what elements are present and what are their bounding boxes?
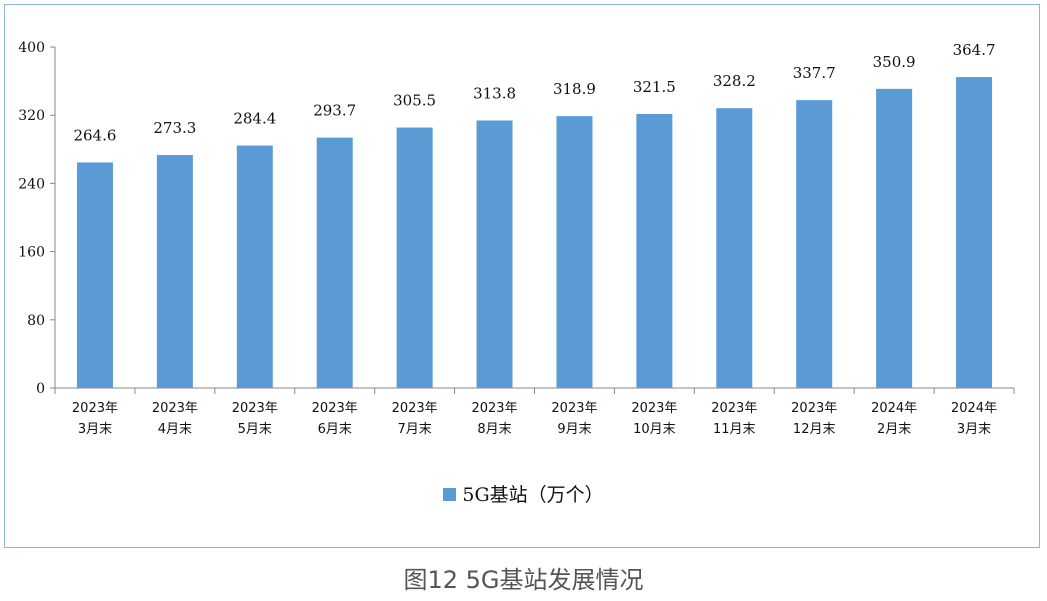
bar <box>716 108 753 388</box>
axes: 0 80 160 240 320 400 <box>18 40 1015 397</box>
y-tick-label: 400 <box>18 40 45 56</box>
x-tick-label: 3月末 <box>78 422 112 437</box>
bar <box>76 162 113 388</box>
data-label: 364.7 <box>953 41 996 59</box>
x-tick-label: 2月末 <box>877 422 911 437</box>
bar <box>876 88 913 388</box>
y-tick-label: 240 <box>18 176 45 192</box>
data-label: 350.9 <box>873 53 916 71</box>
labels: 264.6 2023年 3月末 273.3 2023年 4月末 284.4 2023年 5月末 2… <box>72 41 997 437</box>
x-tick-label: 10月末 <box>633 422 676 437</box>
data-label: 284.4 <box>233 110 276 128</box>
bar <box>796 100 833 388</box>
x-tick-label: 2023年 <box>72 401 118 416</box>
y-tick-label: 160 <box>18 245 45 261</box>
figure-caption: 图12 5G基站发展情况 <box>403 566 644 594</box>
x-tick-label: 2023年 <box>152 401 198 416</box>
bar <box>636 113 673 388</box>
x-tick-label: 7月末 <box>397 422 431 437</box>
bar <box>396 127 433 388</box>
x-tick-label: 3月末 <box>957 422 991 437</box>
x-tick-label: 2023年 <box>711 401 757 416</box>
x-tick-label: 4月末 <box>158 422 192 437</box>
x-tick-label: 2023年 <box>471 401 517 416</box>
bar <box>556 116 593 388</box>
bar <box>156 155 193 388</box>
x-tick-label: 9月末 <box>557 422 591 437</box>
bars <box>76 77 993 388</box>
x-tick-label: 2023年 <box>791 401 837 416</box>
x-tick-label: 2023年 <box>392 401 438 416</box>
legend-swatch <box>443 487 457 501</box>
x-tick-label: 11月末 <box>713 422 756 437</box>
data-label: 264.6 <box>73 126 116 144</box>
data-label: 321.5 <box>633 78 676 96</box>
data-label: 313.8 <box>473 84 516 102</box>
y-tick-label: 0 <box>36 381 45 397</box>
x-tick-label: 2023年 <box>631 401 677 416</box>
legend: 5G基站（万个） <box>0 480 1047 507</box>
data-label: 273.3 <box>153 119 196 137</box>
bar <box>476 120 513 388</box>
data-label: 328.2 <box>713 72 756 90</box>
x-tick-label: 12月末 <box>793 422 836 437</box>
x-tick-label: 2023年 <box>232 401 278 416</box>
x-tick-label: 2024年 <box>951 401 997 416</box>
bar <box>316 137 353 388</box>
x-tick-label: 2023年 <box>551 401 597 416</box>
data-label: 337.7 <box>793 64 836 82</box>
bar <box>236 145 273 388</box>
x-tick-label: 5月末 <box>238 422 272 437</box>
x-tick-label: 8月末 <box>477 422 511 437</box>
y-tick-label: 80 <box>27 313 45 329</box>
bar-chart: 0 80 160 240 320 400 264.6 2023年 3月末 273.3 2023年 4… <box>18 40 1015 437</box>
x-tick-label: 6月末 <box>318 422 352 437</box>
bar <box>956 77 993 388</box>
y-tick-label: 320 <box>18 108 45 124</box>
x-tick-label: 2024年 <box>871 401 917 416</box>
data-label: 305.5 <box>393 92 436 110</box>
data-label: 318.9 <box>553 80 596 98</box>
x-tick-label: 2023年 <box>312 401 358 416</box>
legend-label: 5G基站（万个） <box>462 484 604 506</box>
data-label: 293.7 <box>313 102 356 120</box>
